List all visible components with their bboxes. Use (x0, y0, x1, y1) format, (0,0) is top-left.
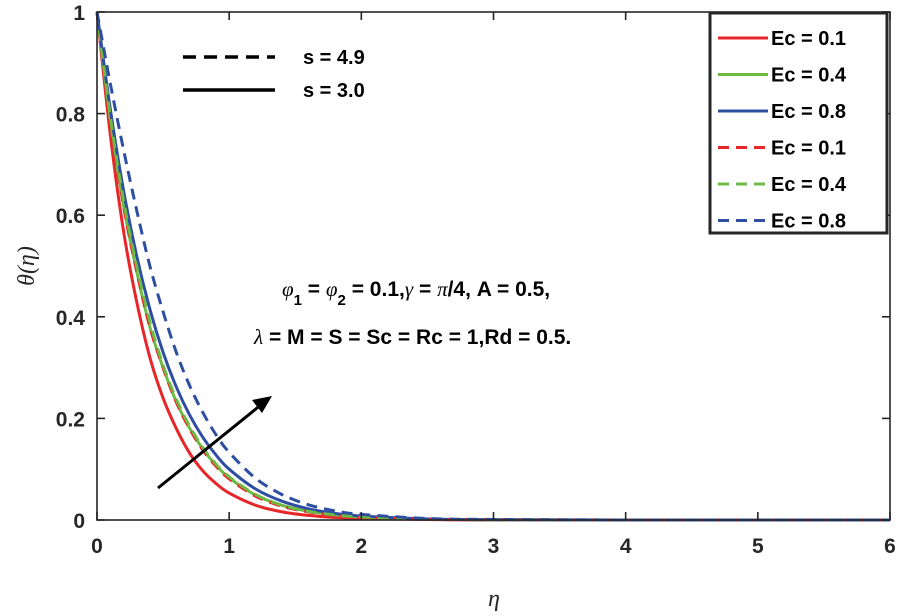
gamma-equals-text: = (413, 278, 437, 301)
arrow-shaft (157, 402, 263, 490)
y-tick-label: 0.8 (56, 104, 86, 127)
phi-symbol-2: φ (326, 277, 338, 301)
parameter-line-1: φ1 = φ2 = 0.1,γ = π/4, A = 0.5, (282, 277, 550, 309)
parameter-line-1-rest: /4, A = 0.5, (448, 278, 551, 301)
y-tick-label: 0.6 (56, 205, 85, 228)
legend-label: Ec = 0.4 (771, 174, 847, 196)
arrow-head (252, 396, 272, 413)
legend-label: Ec = 0.8 (771, 211, 846, 233)
solid-style-label: s = 3.0 (303, 80, 365, 102)
phi-subscript-2: 2 (338, 292, 346, 309)
x-tick-label: 0 (91, 535, 103, 558)
phi-value-text: = 0.1, (346, 278, 405, 301)
y-tick-label: 0.2 (56, 408, 85, 431)
x-tick-label: 3 (488, 535, 500, 558)
increase-arrow (157, 396, 272, 490)
gamma-symbol: γ (405, 277, 414, 301)
x-tick-label: 1 (223, 535, 235, 558)
legend-label: Ec = 0.4 (771, 65, 847, 87)
x-axis-title: η (488, 586, 500, 612)
parameter-line-2: λ = M = S = Sc = Rc = 1,Rd = 0.5. (253, 325, 571, 349)
parameter-line-2-rest: = M = S = Sc = Rc = 1,Rd = 0.5. (263, 326, 571, 349)
x-tick-label: 4 (620, 535, 632, 558)
ticks-layer: 0 1 2 3 4 5 6 0 0.2 0.4 0.6 0.8 1 (56, 2, 896, 558)
phi-subscript-1: 1 (294, 292, 302, 309)
series-line-s49-04 (95, 11, 890, 522)
legend-label: Ec = 0.1 (771, 138, 846, 160)
legend-items: Ec = 0.1 Ec = 0.4 Ec = 0.8 Ec = 0.1 Ec = 0.4… (718, 28, 847, 233)
y-tick-label: 0.4 (56, 307, 86, 330)
dashed-style-label: s = 4.9 (303, 47, 365, 69)
phi-symbol-1: φ (282, 277, 294, 301)
equals-text-1: = (302, 278, 326, 301)
line-style-legend: s = 4.9 s = 3.0 (183, 47, 365, 102)
pi-symbol: π (437, 277, 448, 301)
legend-label: Ec = 0.1 (771, 28, 846, 50)
lambda-symbol: λ (253, 325, 263, 349)
y-tick-label: 0 (73, 510, 85, 533)
legend: Ec = 0.1 Ec = 0.4 Ec = 0.8 Ec = 0.1 Ec = 0.4… (708, 11, 889, 235)
parameter-annotation: φ1 = φ2 = 0.1,γ = π/4, A = 0.5, λ = M = … (253, 277, 571, 349)
x-tick-label: 6 (884, 535, 896, 558)
legend-label: Ec = 0.8 (771, 101, 846, 123)
y-tick-label: 1 (73, 2, 85, 25)
x-tick-label: 2 (355, 535, 367, 558)
plot-area-frame (96, 11, 891, 521)
legend-box (708, 11, 889, 235)
y-axis-title: θ(η) (14, 246, 40, 286)
x-tick-label: 5 (752, 535, 764, 558)
